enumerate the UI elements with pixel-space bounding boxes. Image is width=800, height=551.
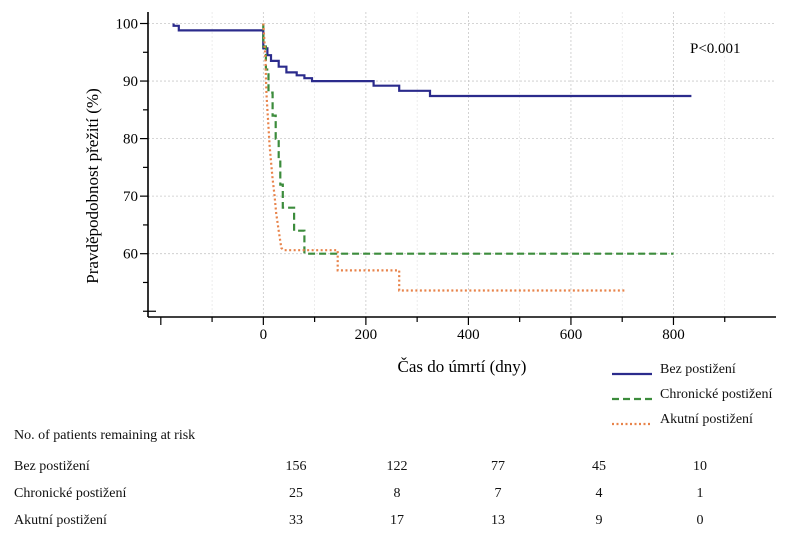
risk-row-akutni: Akutní postižení 33 17 13 9 0 (0, 513, 800, 533)
legend-label-chronicke: Chronické postižení (660, 387, 773, 402)
series-line-2 (262, 23, 625, 292)
risk-row-bez: Bez postižení 156 122 77 45 10 (0, 459, 800, 479)
risk-cell: 8 (393, 486, 401, 501)
risk-cell: 156 (285, 459, 307, 474)
legend-swatch-bez (612, 372, 652, 376)
p-value-annotation: P<0.001 (690, 41, 741, 57)
legend: Bez postižení Chronické postižení Akutní… (610, 362, 800, 437)
y-axis-label: Pravděpodobnost přežití (%) (83, 88, 102, 283)
legend-swatch-akutni (612, 422, 652, 426)
x-tick-label: 200 (355, 327, 378, 343)
risk-cell: 45 (592, 459, 606, 474)
series-line-0 (172, 23, 692, 98)
y-tick-label: 80 (123, 132, 138, 148)
x-tick-label: 800 (662, 327, 685, 343)
risk-cell: 10 (693, 459, 707, 474)
risk-cell: 0 (696, 513, 704, 528)
risk-row-label: Bez postižení (14, 459, 90, 474)
risk-row-label: Chronické postižení (14, 486, 127, 501)
x-tick-label: 0 (260, 327, 268, 343)
legend-label-bez: Bez postižení (660, 362, 736, 377)
y-tick-label: 90 (123, 74, 138, 90)
risk-cell: 25 (289, 486, 303, 501)
risk-cell: 13 (491, 513, 505, 528)
x-tick-label: 400 (457, 327, 480, 343)
legend-label-akutni: Akutní postižení (660, 412, 753, 427)
risk-table-title: No. of patients remaining at risk (14, 428, 196, 443)
y-tick-label: 100 (116, 17, 139, 33)
x-tick-label: 600 (560, 327, 583, 343)
legend-item-chronicke: Chronické postižení (610, 387, 800, 412)
risk-row-label: Akutní postižení (14, 513, 107, 528)
ticks: 0 200 400 600 800 60 70 80 90 100 (116, 17, 726, 343)
grid (148, 12, 776, 317)
risk-cell: 9 (595, 513, 603, 528)
legend-item-akutni: Akutní postižení (610, 412, 800, 437)
risk-cell: 17 (390, 513, 404, 528)
risk-cell: 77 (491, 459, 505, 474)
axes (147, 12, 776, 318)
x-axis-label: Čas do úmrtí (dny) (398, 357, 527, 376)
y-tick-label: 60 (123, 247, 138, 263)
y-tick-label: 70 (123, 189, 138, 205)
risk-cell: 4 (595, 486, 603, 501)
series-group (172, 23, 692, 292)
legend-swatch-chronicke (612, 397, 652, 401)
risk-table: No. of patients remaining at risk Bez po… (0, 428, 800, 551)
risk-cell: 33 (289, 513, 303, 528)
risk-row-chronicke: Chronické postižení 25 8 7 4 1 (0, 486, 800, 506)
risk-cell: 7 (494, 486, 502, 501)
risk-cell: 1 (696, 486, 704, 501)
legend-item-bez: Bez postižení (610, 362, 800, 387)
risk-cell: 122 (386, 459, 408, 474)
